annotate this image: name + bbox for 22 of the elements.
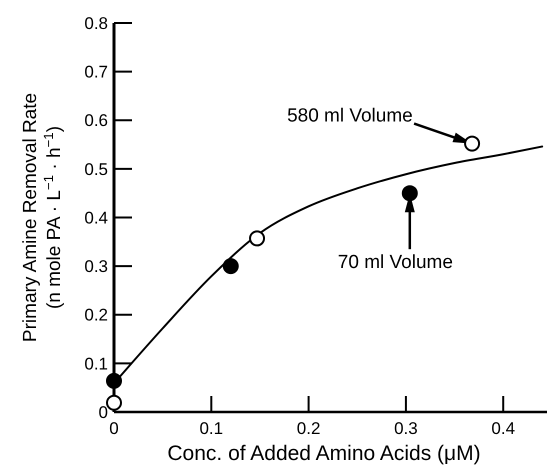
point (464, 136, 480, 152)
point (106, 394, 122, 411)
point (249, 230, 266, 246)
y-tick-label: 0.7 (84, 62, 108, 82)
x-tick-label: 0.2 (296, 419, 320, 438)
point (402, 185, 418, 202)
y-tick-label: 0.8 (84, 14, 108, 33)
x-axis-title: Conc. of Added Amino Acids (μM) (167, 442, 481, 465)
y-tick-label: 0.1 (84, 354, 108, 374)
point (222, 258, 239, 274)
x-tick-label: 0.1 (199, 419, 224, 438)
y-tick-label: 0.3 (84, 257, 108, 276)
y-tick-label: 0 (98, 402, 108, 422)
y-tick-label: 0.5 (84, 160, 108, 179)
annotation: 580 ml Volume (287, 106, 413, 127)
point (106, 372, 122, 389)
x-tick-label: 0.4 (491, 419, 516, 438)
y-tick-label: 0.6 (84, 111, 108, 130)
y-tick-label: 0.4 (84, 208, 108, 228)
annotation: 70 ml Volume (338, 252, 453, 274)
x-tick-label: 0.3 (394, 419, 418, 438)
y-tick-label: 0.2 (84, 306, 108, 325)
